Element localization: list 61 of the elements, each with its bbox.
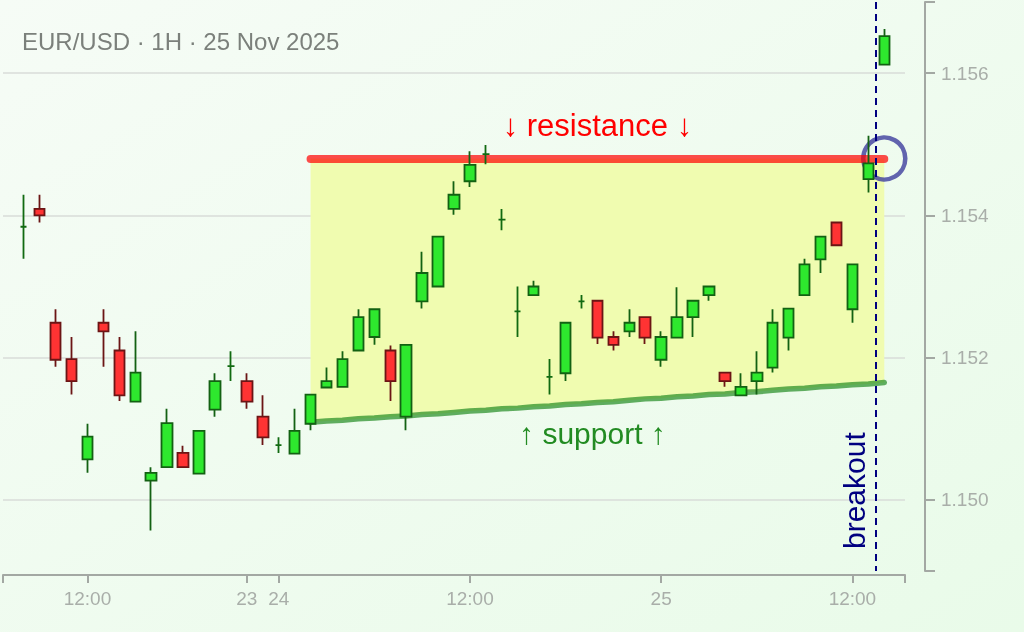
candlestick	[240, 372, 254, 410]
candlestick	[750, 350, 764, 396]
candlestick	[288, 407, 301, 455]
candlestick	[814, 235, 827, 274]
candlestick	[81, 422, 94, 474]
candlestick	[830, 221, 843, 247]
x-tick-label: 25	[650, 588, 672, 609]
y-tick-label: 1.152	[941, 347, 989, 369]
candlestick	[320, 366, 333, 389]
candlestick	[638, 316, 652, 346]
candlestick	[718, 371, 732, 388]
ref-line-label: ↓ resistance ↓	[502, 108, 693, 144]
candlestick	[160, 407, 174, 469]
candlestick	[352, 308, 365, 352]
candlestick	[208, 372, 222, 418]
candlestick	[670, 286, 684, 339]
candlestick	[559, 321, 572, 382]
x-tick-label: 12:00	[828, 588, 877, 609]
candlestick	[798, 257, 811, 296]
candlestick	[49, 308, 62, 368]
candlestick	[623, 308, 636, 338]
candlestick	[846, 263, 859, 324]
candlestick	[463, 150, 477, 188]
candlestick	[176, 444, 190, 469]
candlestick	[129, 330, 142, 403]
candlestick	[336, 350, 349, 388]
candlestick	[65, 336, 78, 396]
candlestick	[702, 285, 716, 302]
y-tick-label: 1.154	[941, 204, 989, 226]
x-tick-label: 23	[236, 588, 258, 609]
candlestick	[766, 308, 779, 374]
annotation: breakout	[837, 431, 871, 549]
y-tick-label: 1.156	[941, 62, 989, 84]
candlestick	[368, 308, 381, 346]
candlestick	[304, 393, 317, 432]
text: EUR/USD · 1H · 25 Nov 2025	[22, 27, 340, 55]
candlestick	[447, 180, 461, 216]
candlestick	[654, 330, 668, 368]
candlestick	[384, 344, 397, 402]
candlestick	[33, 193, 46, 224]
candlestick	[144, 466, 158, 532]
candlestick	[97, 308, 110, 368]
candlestick	[686, 299, 700, 338]
candlestick	[113, 336, 126, 402]
candlestick	[256, 394, 270, 447]
candlestick	[607, 330, 620, 352]
candlestick	[782, 307, 795, 352]
candlestick	[399, 343, 413, 432]
candlestick	[192, 429, 206, 475]
candlestick	[862, 134, 875, 194]
candlestick	[878, 28, 891, 66]
y-tick-label: 1.150	[941, 489, 989, 511]
x-tick-label: 12:00	[446, 588, 494, 609]
x-tick-label: 24	[268, 588, 290, 609]
series-label: ↑ support ↑	[519, 416, 666, 450]
candlestick	[734, 372, 748, 397]
candlestick	[591, 299, 604, 346]
x-tick-label: 12:00	[63, 588, 112, 609]
candlestick	[527, 279, 540, 296]
candlestick	[415, 250, 429, 310]
candlestick	[431, 235, 445, 288]
